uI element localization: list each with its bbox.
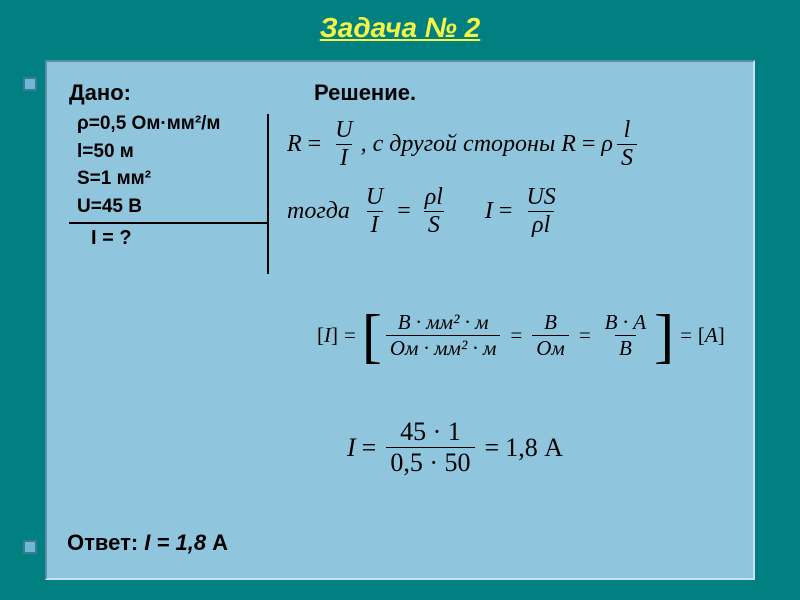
given-s: S=1 мм² [69,165,299,193]
fraction: 45 · 1 0,5 · 50 [386,417,474,478]
frac-num: US [522,184,559,211]
fraction: В Ом [532,310,569,361]
var-R: R [287,131,302,158]
bullet-icon [23,540,37,554]
equals-sign: = [499,198,513,225]
frac-den: I [367,211,383,239]
fraction: В · мм² · м Ом · мм² · м [386,310,501,361]
frac-den: В [615,335,636,361]
dimension-analysis: [ I ] = [ В · мм² · м Ом · мм² · м = В О… [317,310,725,361]
solution-area: R = U I , с другой стороны R = ρ l S тог… [287,117,767,251]
text-other-side: , с другой стороны R [361,131,576,158]
formula-row-1: R = U I , с другой стороны R = ρ l S [287,117,767,172]
frac-num: U [362,184,387,211]
formula-row-2: тогда U I = ρl S I = US ρl [287,184,767,239]
big-bracket-close: ] [654,311,674,361]
fraction: В · А В [601,310,650,361]
frac-den: S [424,211,444,239]
text-then: тогда [287,198,350,225]
answer-line: Ответ: I = 1,8 А [67,530,228,556]
given-header: Дано: [69,80,314,106]
answer-unit: А [206,530,228,555]
frac-den: S [617,144,637,172]
bullet-icon [23,77,37,91]
content-panel: Дано: Решение. ρ=0,5 Ом·мм²/м l=50 м S=1… [45,60,755,580]
header-row: Дано: Решение. [69,80,731,106]
given-u: U=45 В [69,193,299,221]
dim-result: А [705,323,718,348]
frac-den: Ом · мм² · м [386,335,501,361]
equals-sign: = [397,198,411,225]
equals-sign: = [344,323,356,348]
equals-sign: = [485,433,500,463]
frac-num: В · мм² · м [394,310,493,335]
fraction: ρl S [421,184,447,239]
equals-sign: = [510,323,522,348]
fraction: US ρl [522,184,559,239]
frac-den: Ом [532,335,569,361]
bracket-close: ] [331,323,338,348]
calc-result: 1,8 А [505,433,563,463]
given-block: ρ=0,5 Ом·мм²/м l=50 м S=1 мм² U=45 В I =… [69,110,299,253]
frac-den: ρl [528,211,554,239]
fraction: U I [331,117,356,172]
calculation-block: I = 45 · 1 0,5 · 50 = 1,8 А [347,417,563,478]
bracket-close: ] [718,323,725,348]
given-rho: ρ=0,5 Ом·мм²/м [69,110,299,138]
given-l: l=50 м [69,138,299,166]
frac-num: ρl [421,184,447,211]
page-title: Задача № 2 [320,12,481,43]
dim-var: I [324,323,331,348]
big-bracket-open: [ [362,311,382,361]
frac-num: l [620,117,635,144]
frac-num: U [331,117,356,144]
bracket-open: [ [317,323,324,348]
vertical-divider [267,114,269,274]
bracket-open: [ [698,323,705,348]
frac-num: В · А [601,310,650,335]
given-find: I = ? [69,224,299,253]
frac-den: I [336,144,352,172]
frac-den: 0,5 · 50 [386,447,474,478]
frac-num: 45 · 1 [396,417,465,447]
fraction: U I [362,184,387,239]
equals-sign: = [579,323,591,348]
solution-header: Решение. [314,80,416,106]
var-rho: ρ [601,131,613,158]
equals-sign: = [582,131,596,158]
title-bar: Задача № 2 [0,0,800,52]
equals-sign: = [680,323,692,348]
answer-value: I = 1,8 [144,530,206,555]
equals-sign: = [362,433,377,463]
equals-sign: = [308,131,322,158]
frac-num: В [540,310,561,335]
answer-label: Ответ: [67,530,144,555]
fraction: l S [617,117,637,172]
var-I: I [485,198,493,225]
calc-var: I [347,433,356,463]
